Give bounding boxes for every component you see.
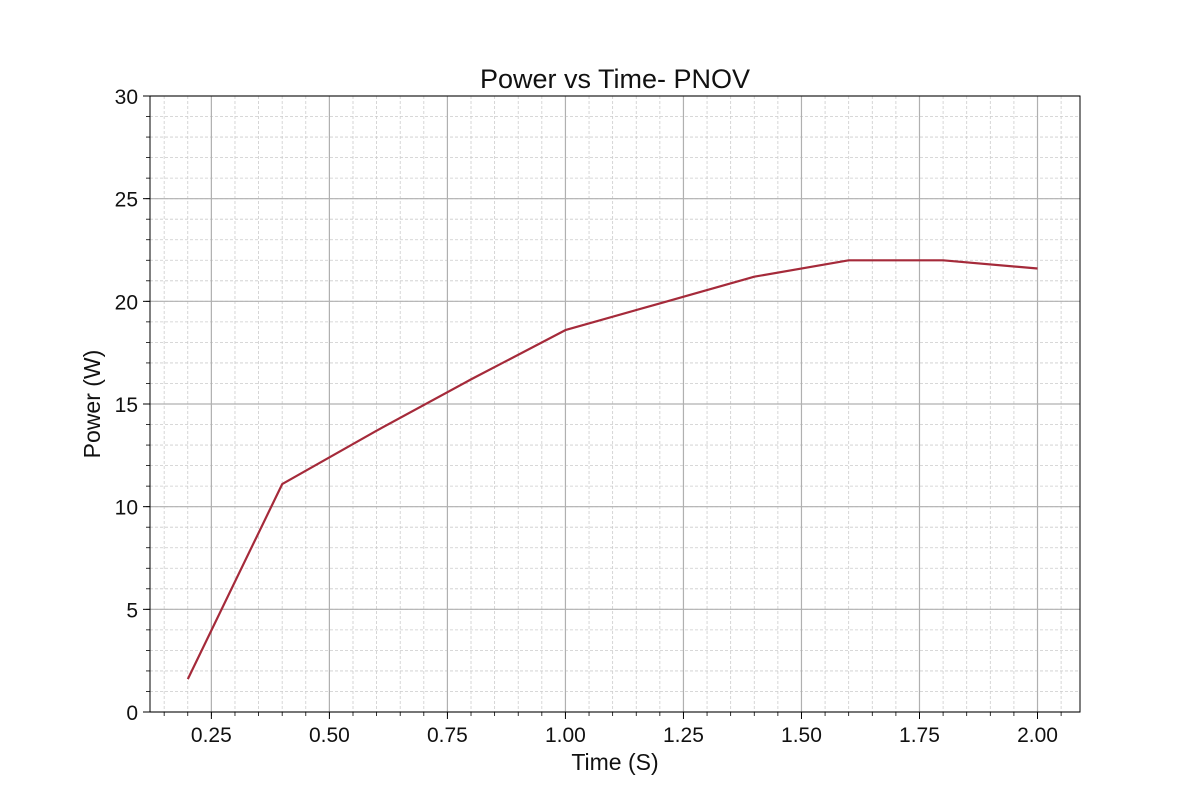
y-tick-label: 0 [126, 702, 138, 725]
major-grid [150, 95, 1080, 713]
chart-title: Power vs Time- PNOV [480, 64, 750, 94]
x-tick-label: 0.25 [191, 724, 232, 747]
x-tick-label: 1.75 [899, 724, 940, 747]
y-axis: 0 5 10 15 20 25 30 [115, 86, 150, 725]
y-tick-label: 5 [126, 599, 138, 622]
y-tick-label: 25 [115, 189, 138, 212]
x-axis-title: Time (S) [571, 749, 658, 775]
series-layer [186, 259, 1038, 680]
x-tick-label: 1.00 [545, 724, 586, 747]
x-axis: 0.25 0.50 0.75 1.00 1.25 1.50 1.75 2.00 [163, 712, 1062, 747]
x-tick-label: 0.75 [427, 724, 468, 747]
series-line [186, 259, 1038, 680]
y-tick-label: 20 [115, 291, 138, 314]
y-tick-label: 15 [115, 394, 138, 417]
x-tick-label: 1.50 [781, 724, 822, 747]
x-tick-label: 0.50 [309, 724, 350, 747]
y-tick-label: 30 [115, 86, 138, 109]
x-tick-label: 2.00 [1017, 724, 1058, 747]
y-tick-label: 10 [115, 497, 138, 520]
x-tick-label: 1.25 [663, 724, 704, 747]
y-axis-title: Power (W) [79, 350, 105, 459]
